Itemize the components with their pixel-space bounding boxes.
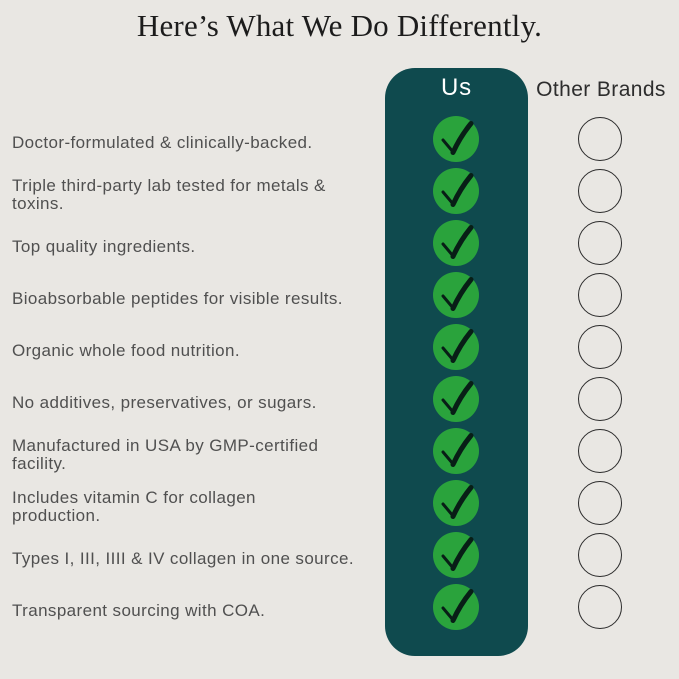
feature-row: Doctor-formulated & clinically-backed. (0, 113, 679, 165)
feature-label: Manufactured in USA by GMP-certified fac… (12, 435, 319, 473)
check-icon (433, 480, 479, 526)
empty-circle-icon (578, 533, 622, 577)
feature-label: Organic whole food nutrition. (12, 340, 241, 360)
empty-circle-icon (578, 429, 622, 473)
empty-circle-icon (578, 325, 622, 369)
empty-circle-icon (578, 221, 622, 265)
feature-label: Types I, III, IIII & IV collagen in one … (12, 548, 354, 568)
feature-row: Triple third-party lab tested for metals… (0, 165, 679, 217)
feature-label: No additives, preservatives, or sugars. (12, 392, 317, 412)
empty-circle-icon (578, 585, 622, 629)
feature-row: No additives, preservatives, or sugars. (0, 373, 679, 425)
column-header-other-brands: Other Brands (536, 78, 666, 101)
page-title: Here’s What We Do Differently. (136, 8, 543, 43)
check-icon (433, 428, 479, 474)
check-icon (433, 116, 479, 162)
feature-row: Types I, III, IIII & IV collagen in one … (0, 529, 679, 581)
feature-label: Triple third-party lab tested for metals… (12, 175, 326, 213)
check-icon (433, 272, 479, 318)
feature-row: Organic whole food nutrition. (0, 321, 679, 373)
feature-row: Top quality ingredients. (0, 217, 679, 269)
empty-circle-icon (578, 169, 622, 213)
empty-circle-icon (578, 481, 622, 525)
feature-row: Includes vitamin C for collagen producti… (0, 477, 679, 529)
check-icon (433, 324, 479, 370)
check-icon (433, 376, 479, 422)
feature-label: Doctor-formulated & clinically-backed. (12, 132, 313, 152)
feature-label: Bioabsorbable peptides for visible resul… (12, 288, 343, 308)
empty-circle-icon (578, 377, 622, 421)
check-icon (433, 168, 479, 214)
feature-row: Bioabsorbable peptides for visible resul… (0, 269, 679, 321)
check-icon (433, 220, 479, 266)
column-header-us: Us (441, 74, 472, 101)
feature-label: Top quality ingredients. (12, 236, 196, 256)
check-icon (433, 584, 479, 630)
feature-row: Manufactured in USA by GMP-certified fac… (0, 425, 679, 477)
empty-circle-icon (578, 117, 622, 161)
empty-circle-icon (578, 273, 622, 317)
check-icon (433, 532, 479, 578)
feature-row: Transparent sourcing with COA. (0, 581, 679, 633)
feature-label: Transparent sourcing with COA. (12, 600, 266, 620)
feature-label: Includes vitamin C for collagen producti… (12, 487, 256, 525)
